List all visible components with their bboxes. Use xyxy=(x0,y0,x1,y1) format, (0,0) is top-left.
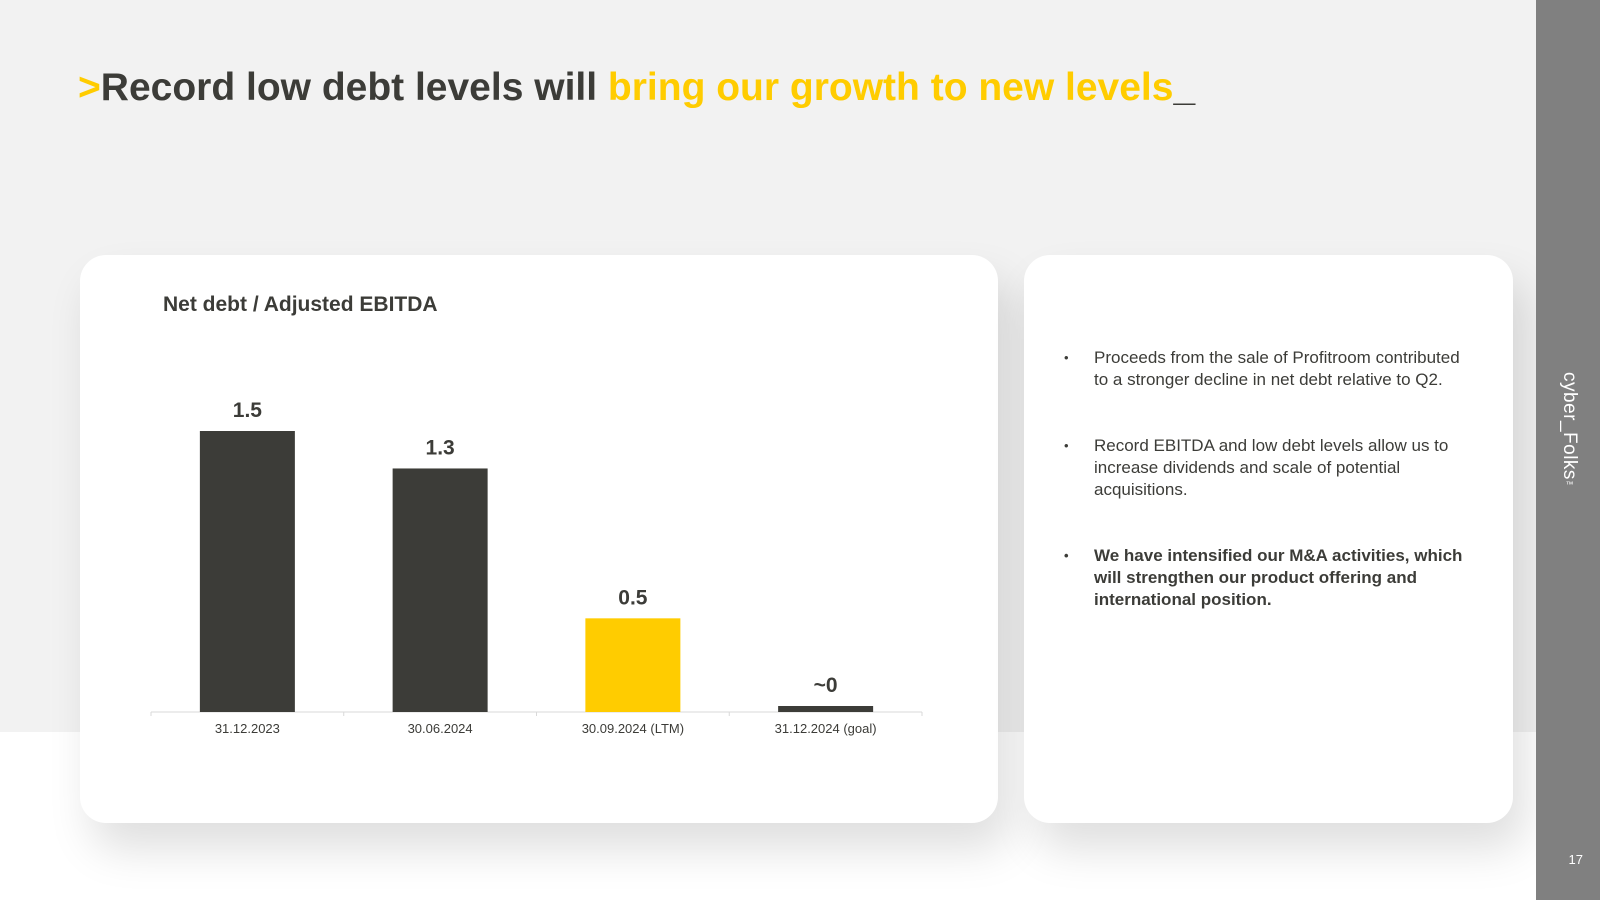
bullet-card: • Proceeds from the sale of Profitroom co… xyxy=(1024,255,1513,823)
bullet-text: Proceeds from the sale of Profitroom con… xyxy=(1094,348,1460,389)
bullet-dot-icon: • xyxy=(1064,548,1069,563)
bar xyxy=(585,618,681,712)
bullet-item: • Proceeds from the sale of Profitroom co… xyxy=(1064,347,1474,391)
bullet-dot-icon: • xyxy=(1064,438,1069,453)
bullet-text: We have intensified our M&A activities, … xyxy=(1094,546,1463,609)
bar xyxy=(778,706,874,712)
bullet-item: • We have intensified our M&A activities,… xyxy=(1064,545,1474,611)
bullet-dot-icon: • xyxy=(1064,350,1069,365)
title-suffix: _ xyxy=(1173,66,1196,109)
x-tick-label: 31.12.2023 xyxy=(215,721,280,736)
bar xyxy=(392,468,488,712)
bar xyxy=(199,431,295,712)
bullet-text: Record EBITDA and low debt levels allow … xyxy=(1094,436,1449,499)
x-tick-label: 30.06.2024 xyxy=(408,721,473,736)
bar-data-label: 0.5 xyxy=(618,586,648,609)
title-accent: bring our growth to new levels xyxy=(607,66,1174,109)
x-tick-label: 30.09.2024 (LTM) xyxy=(582,721,684,736)
title-main: Record low debt levels will xyxy=(100,66,608,109)
bar-chart: 1.5 31.12.2023 1.3 30.06.2024 0.5 30.09.2024 … xyxy=(150,399,923,736)
brand-name: cyber_Folks xyxy=(1559,372,1580,480)
chart-title: Net debt / Adjusted EBITDA xyxy=(163,293,438,316)
brand-trademark: ™ xyxy=(1565,479,1574,490)
bar-data-label: ~0 xyxy=(814,674,838,697)
chart-card: Net debt / Adjusted EBITDA 1.5 31.12.2023… xyxy=(80,255,998,823)
bullet-item: • Record EBITDA and low debt levels allow… xyxy=(1064,435,1474,501)
x-tick-label: 31.12.2024 (goal) xyxy=(775,721,877,736)
bar-data-label: 1.5 xyxy=(233,399,263,422)
bullet-list: • Proceeds from the sale of Profitroom co… xyxy=(1064,347,1474,611)
title-prefix: > xyxy=(78,66,101,109)
sidebar: cyber_Folks™ 17 xyxy=(1536,0,1600,900)
brand-logo: cyber_Folks™ xyxy=(1558,372,1580,489)
page-number: 17 xyxy=(1568,852,1583,867)
slide-title: >Record low debt levels will bring our g… xyxy=(78,66,1195,110)
bar-data-label: 1.3 xyxy=(426,436,455,459)
